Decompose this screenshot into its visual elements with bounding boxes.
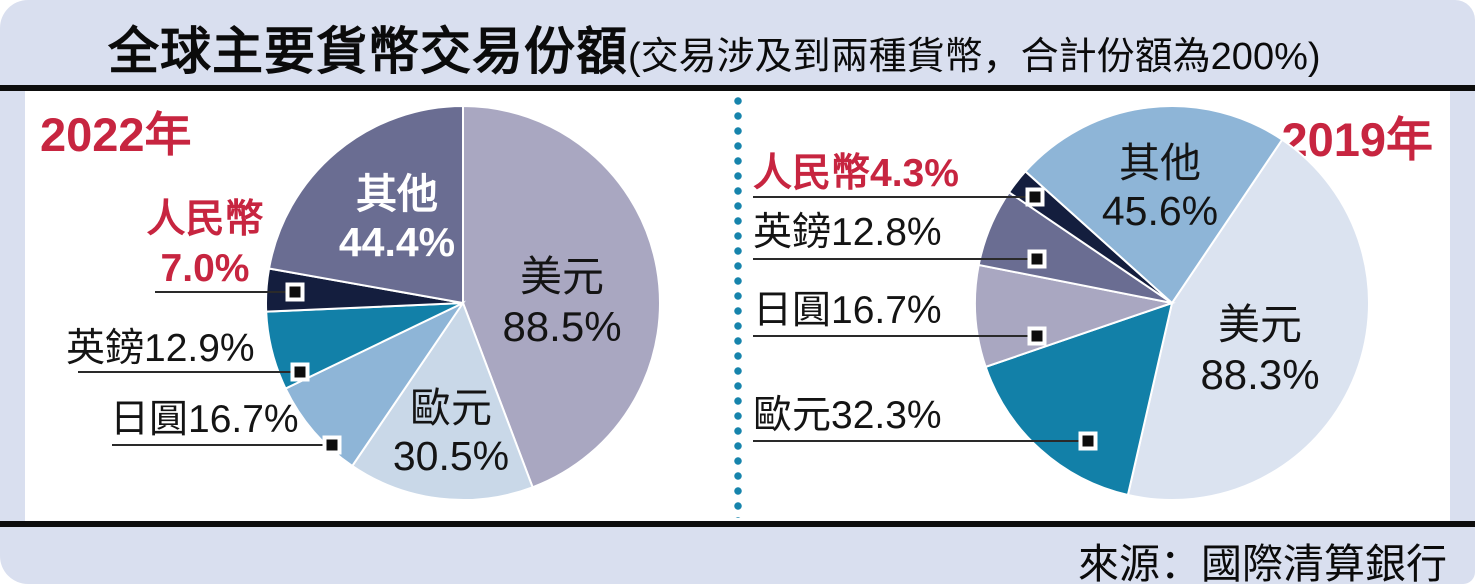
dotted-divider [734,96,742,518]
leader-line-gbp-2022 [78,371,300,373]
pie-slice-others [267,104,464,305]
pie-chart-2019 [974,105,1370,501]
marker-gbp-2022 [291,363,309,381]
pie-slice-usd [462,104,661,489]
slice-label-jpy-2022: 日圓16.7% [110,398,299,441]
slice-label-gbp-2019: 英鎊12.8% [753,211,942,254]
slice-label-jpy-2019: 日圓16.7% [753,289,942,332]
leader-line-jpy-2022 [112,444,332,446]
title-main: 全球主要貨幣交易份額 [108,23,629,80]
leader-line-cny-2022 [155,291,295,293]
leader-line-jpy-2019 [753,335,1037,337]
leader-line-eur-2019 [753,440,1088,442]
top-rule [0,85,1475,91]
pie-slice-others [1024,105,1284,305]
year-label-2019: 2019年 [1281,113,1433,166]
pie-slice-usd [1126,138,1370,501]
marker-jpy-2022 [323,436,341,454]
marker-gbp-2019 [1028,250,1046,268]
leader-line-cny-2019 [753,196,1035,198]
pie-chart-2022 [265,104,661,501]
slice-label-usd-2022: 美元 88.5% [502,253,622,350]
leader-line-gbp-2019 [753,258,1037,260]
pie-slice-eur [350,300,534,501]
slice-label-usd-2019: 美元 88.3% [1200,301,1320,398]
source-credit: 來源：國際清算銀行 [1078,541,1447,584]
slice-label-eur-2019: 歐元32.3% [753,394,942,437]
page-title: 全球主要貨幣交易份額(交易涉及到兩種貨幣，合計份額為200%) [108,10,1321,84]
pie-slice-jpy [284,300,466,468]
pie-slice-jpy [974,263,1176,369]
slice-label-cny-2019: 人民幣4.3% [753,152,959,195]
slice-label-others-2019: 其他 45.6% [1101,140,1219,235]
year-label-2022: 2022年 [40,108,192,161]
marker-cny-2019 [1026,188,1044,206]
marker-cny-2022 [286,283,304,301]
bottom-rule [0,521,1475,527]
slice-label-eur-2022: 歐元 30.5% [392,385,510,480]
slice-label-cny-2022: 人民幣 7.0% [146,198,264,290]
marker-jpy-2019 [1028,327,1046,345]
slice-label-gbp-2022: 英鎊12.9% [66,327,255,370]
title-subtitle: (交易涉及到兩種貨幣，合計份額為200%) [628,36,1321,78]
marker-eur-2019 [1079,432,1097,450]
slice-label-others-2022: 其他 44.4% [338,171,456,266]
